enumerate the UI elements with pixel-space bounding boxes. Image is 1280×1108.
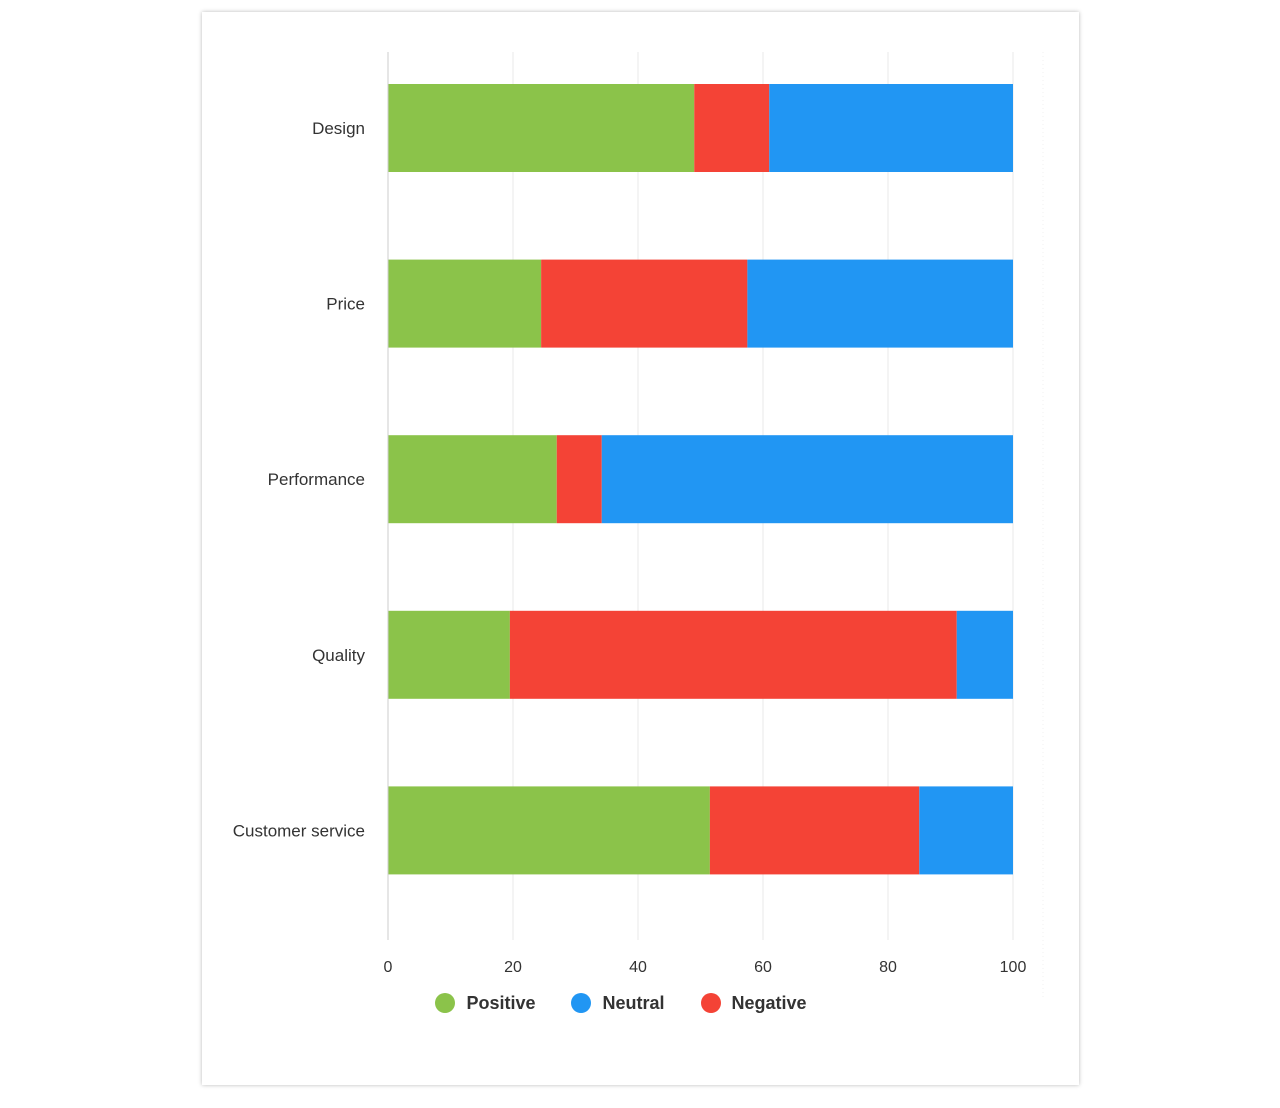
category-label-performance: Performance: [268, 470, 365, 489]
bar-neutral-performance[interactable]: [601, 435, 1013, 524]
bar-negative-customer-service[interactable]: [709, 786, 920, 875]
bar-neutral-customer-service[interactable]: [919, 786, 1013, 875]
x-tick-label-100: 100: [1000, 959, 1027, 976]
legend-marker-neutral: [571, 993, 592, 1013]
chart-card: [202, 12, 1079, 1085]
category-label-price: Price: [326, 295, 365, 314]
legend-label-neutral: Neutral: [602, 992, 665, 1013]
x-tick-label-40: 40: [629, 959, 647, 976]
legend-label-negative: Negative: [731, 992, 807, 1013]
bar-negative-design[interactable]: [694, 84, 770, 172]
x-tick-label-20: 20: [504, 959, 522, 976]
bar-positive-quality[interactable]: [388, 610, 510, 699]
legend: Positive Neutral Negative: [0, 988, 1261, 1018]
bar-neutral-price[interactable]: [747, 259, 1013, 348]
x-tick-labels: 0 20 40 60 80 100: [384, 959, 1027, 976]
category-label-design: Design: [312, 119, 365, 138]
x-tick-label-80: 80: [879, 959, 897, 976]
legend-item-negative[interactable]: Negative: [700, 992, 807, 1014]
category-label-quality: Quality: [312, 646, 365, 665]
bar-negative-performance[interactable]: [556, 435, 602, 524]
category-label-customer-service: Customer service: [233, 821, 365, 840]
bar-negative-quality[interactable]: [509, 610, 957, 699]
bars: [388, 84, 1013, 875]
legend-item-neutral[interactable]: Neutral: [571, 992, 665, 1014]
bar-neutral-design[interactable]: [769, 84, 1013, 172]
legend-label-positive: Positive: [466, 992, 536, 1013]
legend-item-positive[interactable]: Positive: [435, 993, 535, 1014]
bar-negative-price[interactable]: [541, 259, 748, 348]
x-tick-label-60: 60: [754, 959, 772, 976]
bar-positive-design[interactable]: [388, 84, 695, 172]
bar-positive-customer-service[interactable]: [388, 786, 710, 875]
category-labels: Design Price Performance Quality Customer se…: [233, 119, 366, 840]
bar-positive-price[interactable]: [388, 259, 542, 348]
bar-positive-performance[interactable]: [388, 435, 557, 524]
x-tick-label-0: 0: [384, 959, 393, 976]
legend-marker-negative: [700, 993, 721, 1013]
legend-marker-positive: [435, 993, 456, 1013]
bar-neutral-quality[interactable]: [956, 610, 1013, 699]
